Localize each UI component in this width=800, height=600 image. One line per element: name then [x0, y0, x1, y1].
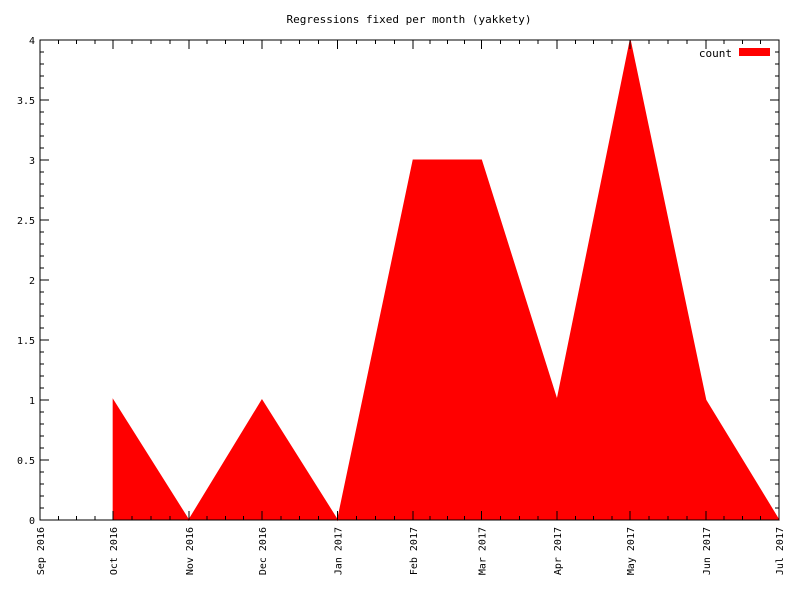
- x-tick-label: Oct 2016: [109, 527, 120, 575]
- y-tick-label: 3: [29, 156, 35, 167]
- area-layer: [112, 39, 780, 522]
- y-tick-label: 1.5: [17, 336, 35, 347]
- x-tick-label: Feb 2017: [409, 527, 420, 575]
- x-tick-label: Dec 2016: [258, 527, 269, 575]
- legend-label: count: [699, 47, 732, 60]
- y-tick-label: 2: [29, 276, 35, 287]
- x-tick-label: Jun 2017: [702, 527, 713, 575]
- x-tick-label: May 2017: [626, 527, 637, 575]
- x-tick-label: Jan 2017: [334, 527, 345, 575]
- x-tick-label: Mar 2017: [477, 527, 488, 575]
- chart-title: Regressions fixed per month (yakkety): [286, 13, 531, 26]
- legend-swatch: [739, 48, 770, 56]
- y-axis: 0 0.5 1 1.5 2 2.5 3 3.5 4: [17, 36, 779, 527]
- x-tick-label: Nov 2016: [185, 527, 196, 575]
- y-tick-label: 0: [29, 516, 35, 527]
- y-tick-label: 0.5: [17, 456, 35, 467]
- x-tick-label: Jul 2017: [775, 527, 786, 575]
- x-axis: Sep 2016 Oct 2016 Nov 2016 Dec 2016 Jan 2017…: [36, 40, 786, 575]
- y-tick-label: 2.5: [17, 216, 35, 227]
- series-area-count: [112, 39, 780, 522]
- y-tick-label: 3.5: [17, 96, 35, 107]
- y-tick-label: 4: [29, 36, 35, 47]
- legend: count: [699, 47, 770, 60]
- y-tick-label: 1: [29, 396, 35, 407]
- x-tick-label: Sep 2016: [36, 527, 47, 575]
- x-tick-label: Apr 2017: [553, 527, 564, 575]
